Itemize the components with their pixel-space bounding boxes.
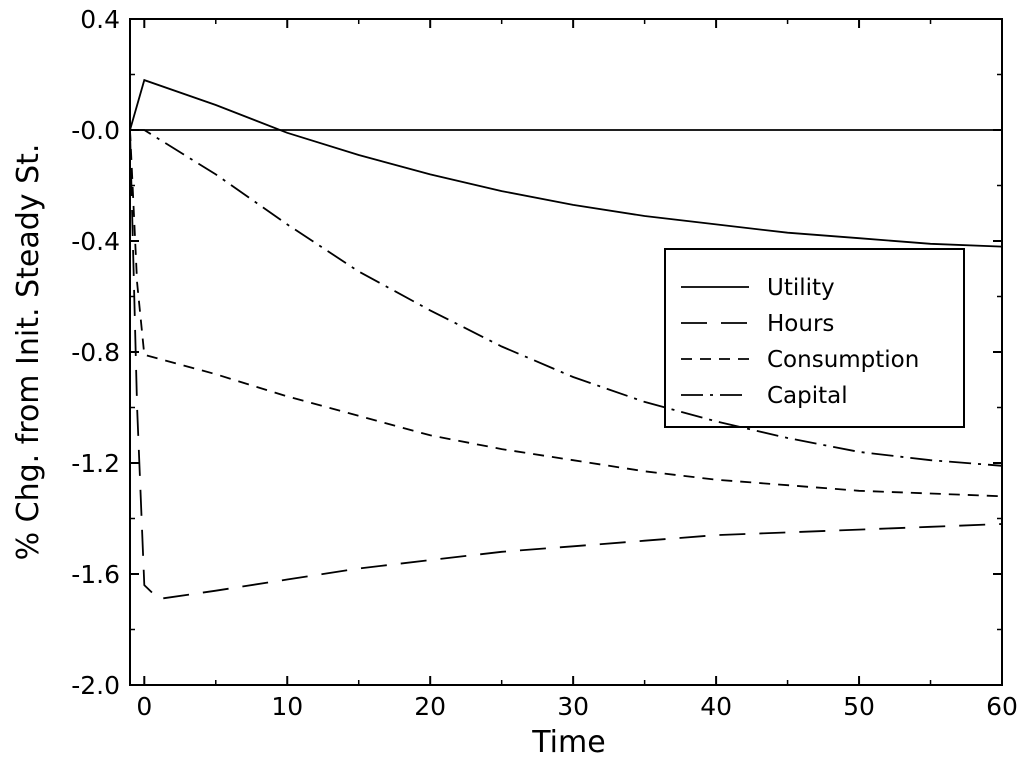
x-tick-label: 40 xyxy=(700,692,732,721)
y-tick-label: -0.8 xyxy=(71,338,120,367)
y-tick-label: -0.4 xyxy=(71,227,120,256)
x-tick-label: 10 xyxy=(271,692,303,721)
x-tick-label: 60 xyxy=(986,692,1018,721)
y-tick-label: 0.4 xyxy=(80,5,120,34)
x-tick-label: 0 xyxy=(136,692,152,721)
series-layer xyxy=(129,78,1003,600)
y-tick-label: -0.0 xyxy=(71,116,120,145)
legend-label-utility: Utility xyxy=(767,275,835,301)
legend-label-capital: Capital xyxy=(767,383,848,409)
x-tick-label: 50 xyxy=(843,692,875,721)
x-axis-title: Time xyxy=(531,725,605,760)
legend-label-consumption: Consumption xyxy=(767,347,919,373)
series-line-consumption xyxy=(129,129,1003,498)
series-line-utility xyxy=(129,78,1003,248)
y-tick-label: -1.6 xyxy=(71,560,120,589)
series-line-hours xyxy=(129,129,1003,600)
legend-items: Utility Hours Consumption Capital xyxy=(681,275,919,409)
x-tick-label: 20 xyxy=(414,692,446,721)
legend-label-hours: Hours xyxy=(767,311,834,337)
series-line-capital xyxy=(130,129,1003,467)
plot-frame xyxy=(129,18,1003,686)
y-tick-label: -2.0 xyxy=(71,671,120,700)
tick-labels-layer: 0 10 20 30 40 50 60 0.4 -0.0 -0.4 -0.8 -1.2 -1.6 -2.0 xyxy=(71,5,1018,721)
y-axis-title: % Chg. from Init. Steady St. xyxy=(11,144,46,561)
legend: Utility Hours Consumption Capital xyxy=(664,248,965,428)
y-tick-label: -1.2 xyxy=(71,449,120,478)
x-tick-label: 30 xyxy=(557,692,589,721)
legend-box xyxy=(664,248,965,428)
